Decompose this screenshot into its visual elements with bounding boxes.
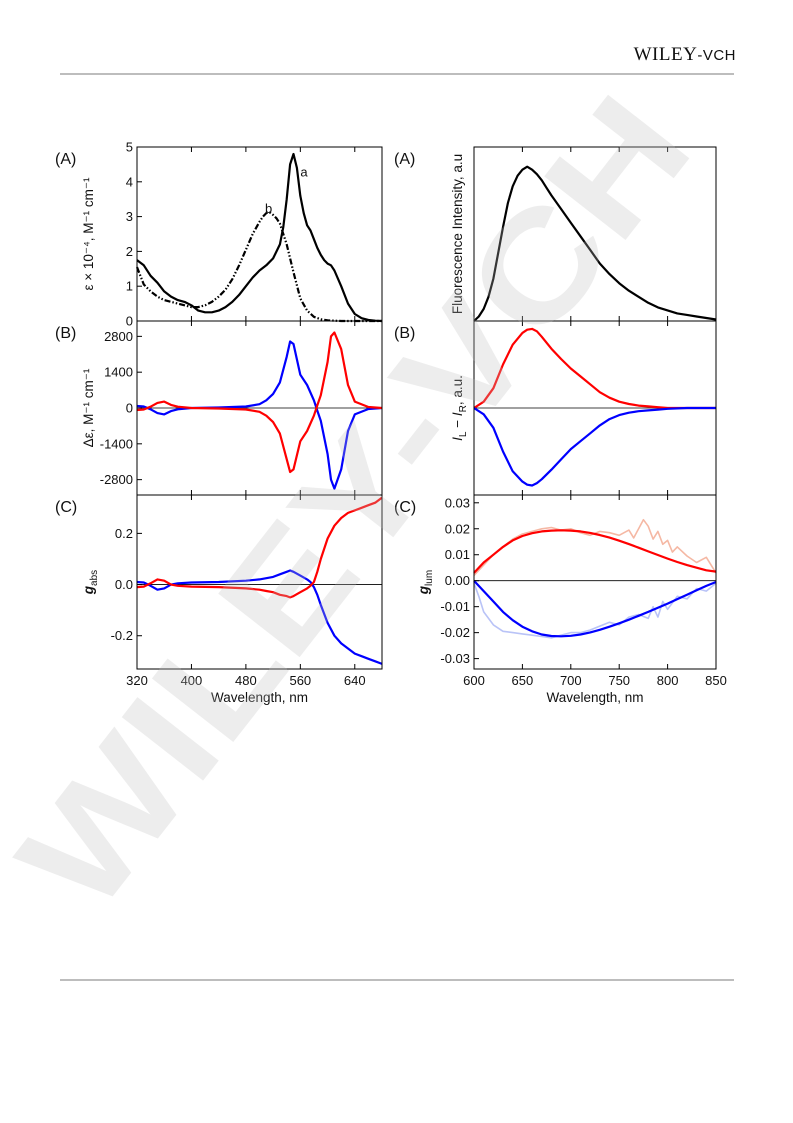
series-line-right-A-0 [473,165,717,322]
logo-suffix: -VCH [697,47,736,64]
panel-right-A: (A) Fluorescence Intensity, a.u [394,146,717,322]
header-logo: WILEY-VCH [590,44,736,66]
y-tick-label: 1400 [104,365,133,380]
x-axis-label: Wavelength, nm [546,690,643,705]
y-axis-label: Fluorescence Intensity, a.u [450,154,465,314]
plot-frame [473,494,717,670]
series-line-right-B-1 [473,406,716,487]
logo-main: WILEY [633,44,698,65]
x-tick-label: 400 [181,673,203,688]
panel-label: (C) [55,499,77,516]
panel-right-B: (B) IL − IR, a.u. [394,320,717,496]
y-tick-label: -0.02 [440,625,470,640]
x-tick-label: 650 [512,673,534,688]
series-line-left-B-0 [136,340,383,490]
plot-frame [136,494,383,670]
y-tick-label: 2 [126,244,133,259]
footer-rule [60,979,734,981]
y-axis-label: ε × 10⁻⁴, M⁻¹ cm⁻¹ [81,177,96,291]
series-line-right-C-fit-blue [473,579,717,638]
panel-right-C: 0.03 0.02 0.01 0.00 -0.01 -0.02 -0.03 600 650 700… [394,494,727,705]
y-tick-label: -2800 [100,472,133,487]
y-axis-label: Δε, M⁻¹ cm⁻¹ [81,368,96,447]
y-tick-label: -1400 [100,436,133,451]
y-tick-label: 0 [126,401,133,416]
y-tick-label: -0.03 [440,651,470,666]
panel-left-C: 0.2 0.0 -0.2 320 400 480 560 640 Wavelength, nm (… [55,494,383,705]
series-line-right-C-raw-blue [473,582,717,639]
plot-frame [473,146,717,322]
y-tick-label: 0.03 [445,495,470,510]
y-tick-label: 0 [126,314,133,329]
series-line-left-A-b [135,211,382,323]
panel-label: (A) [394,151,415,168]
y-tick-label: 0.00 [445,573,470,588]
x-tick-label: 560 [289,673,311,688]
panel-label: (B) [394,325,415,342]
series-annotation-a: a [300,165,308,180]
series-line-right-C-fit-red [473,529,717,574]
x-tick-label: 320 [126,673,148,688]
series-line-left-B-1 [136,331,383,474]
series-line-left-C-1 [136,496,383,599]
panel-left-A: 0 1 2 3 4 5 (A) ε × 10⁻⁴, M⁻¹ cm⁻¹ a b [55,140,383,329]
x-tick-label: 750 [608,673,630,688]
panel-left-B: 2800 1400 0 -1400 -2800 (B) Δε, M⁻¹ cm⁻¹ [55,320,383,496]
y-tick-label: 5 [126,140,133,155]
panel-label: (B) [55,325,76,342]
y-tick-label: 4 [126,174,133,189]
y-tick-label: 0.02 [445,521,470,536]
y-tick-label: 0.2 [115,526,133,541]
y-axis-label: gabs [81,570,100,595]
y-tick-label: 1 [126,279,133,294]
panel-label: (C) [394,499,416,516]
x-tick-label: 800 [657,673,679,688]
y-tick-label: 0.0 [115,577,133,592]
series-line-right-C-raw-red [473,518,717,577]
x-tick-label: 640 [344,673,366,688]
x-tick-label: 480 [235,673,257,688]
y-tick-label: 2800 [104,329,133,344]
x-axis-label: Wavelength, nm [211,690,308,705]
y-tick-label: -0.01 [440,599,470,614]
series-line-left-A-a [136,152,383,323]
x-tick-label: 700 [560,673,582,688]
y-tick-label: 0.01 [445,547,470,562]
y-axis-label: glum [416,570,435,595]
x-tick-label: 600 [463,673,485,688]
series-annotation-b: b [265,201,272,216]
y-tick-label: -0.2 [111,628,133,643]
series-line-right-B-0 [473,327,716,410]
x-tick-label: 850 [705,673,727,688]
y-axis-label: IL − IR, a.u. [450,375,469,441]
panel-label: (A) [55,151,76,168]
header-rule [60,73,734,75]
y-tick-label: 3 [126,209,133,224]
